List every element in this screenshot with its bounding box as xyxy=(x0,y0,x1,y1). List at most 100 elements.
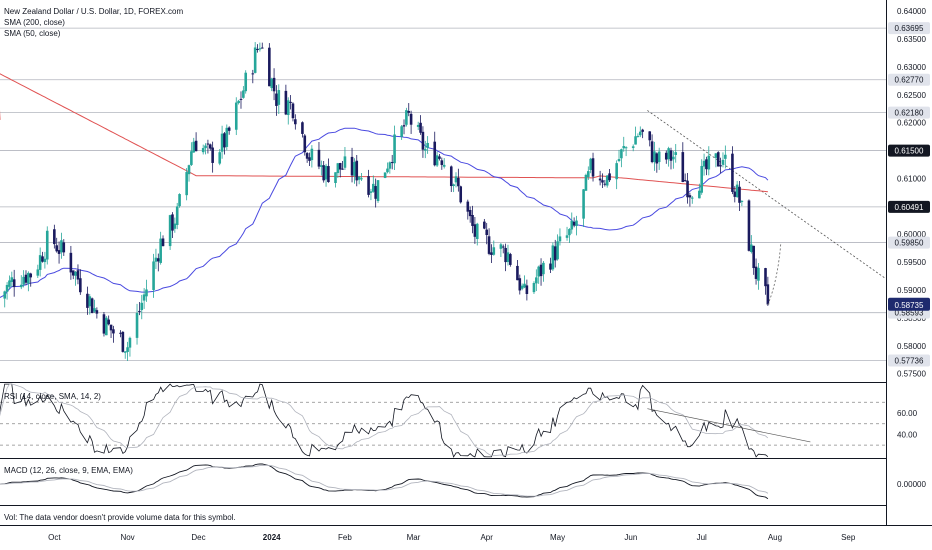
candle-body xyxy=(386,168,389,173)
candle-body xyxy=(270,78,274,89)
candle-body xyxy=(700,165,704,193)
candle-body xyxy=(608,173,611,181)
candle-body xyxy=(669,150,673,161)
time-axis-tick: Oct xyxy=(48,533,61,542)
candle-body xyxy=(454,176,458,183)
candle-body xyxy=(161,238,165,247)
candle-body xyxy=(53,229,56,245)
candle-body xyxy=(388,162,392,169)
candle-body xyxy=(152,261,155,290)
level-price-label: 0.62770 xyxy=(895,76,924,85)
candle-body xyxy=(473,224,477,237)
candle-body xyxy=(584,174,588,191)
candle-body xyxy=(485,229,489,236)
candle-body xyxy=(591,158,595,177)
candle-body xyxy=(102,314,106,334)
macd-line xyxy=(0,463,769,500)
candle-body xyxy=(698,190,701,199)
candle-body xyxy=(308,157,311,161)
candle-body xyxy=(156,258,160,262)
candle-body xyxy=(353,162,356,176)
rsi-legend: RSI (14, close, SMA, 14, 2) xyxy=(4,392,101,401)
candle-body xyxy=(705,159,708,170)
candle-body xyxy=(438,156,441,159)
candle-body xyxy=(617,159,621,161)
candle-body xyxy=(62,242,66,253)
candle-body xyxy=(12,279,16,287)
time-axis-tick: Apr xyxy=(480,533,493,542)
candle-body xyxy=(525,285,529,295)
candle-body xyxy=(112,329,115,334)
candle-body xyxy=(69,252,73,273)
candle-body xyxy=(733,191,737,197)
level-price-label-bg xyxy=(888,106,930,119)
candle-body xyxy=(301,122,304,134)
candle-body xyxy=(187,165,191,175)
rsi-line xyxy=(0,383,769,458)
volume-note: Vol: The data vendor doesn't provide vol… xyxy=(4,513,236,522)
current-price-label-bg xyxy=(888,297,930,311)
candle-body xyxy=(145,289,148,297)
candle-body xyxy=(244,72,248,92)
candle-body xyxy=(683,180,687,182)
candle-body xyxy=(123,351,127,353)
candle-body xyxy=(681,152,685,183)
candle-body xyxy=(641,129,644,132)
price-axis-tick: 0.59500 xyxy=(897,258,926,267)
candle-body xyxy=(738,186,741,203)
candle-body xyxy=(390,162,394,164)
candle-body xyxy=(171,214,174,231)
time-axis-tick: 2024 xyxy=(263,533,281,542)
candle-body xyxy=(367,176,370,195)
candle-body xyxy=(409,113,413,125)
candle-body xyxy=(251,73,255,75)
candle-body xyxy=(242,90,245,98)
candle-body xyxy=(490,252,493,255)
candle-body xyxy=(752,245,755,269)
level-price-label: 0.62180 xyxy=(895,109,924,118)
candle-body xyxy=(376,180,380,201)
candle-body xyxy=(558,236,562,242)
candle-body xyxy=(475,223,479,240)
candle-body xyxy=(277,90,281,105)
macd-legend: MACD (12, 26, close, 9, EMA, EMA) xyxy=(4,466,133,475)
candle-body xyxy=(343,156,347,168)
candle-body xyxy=(126,347,129,352)
candle-body xyxy=(121,331,125,352)
candle-body xyxy=(19,284,23,288)
candle-body xyxy=(190,151,193,165)
candle-body xyxy=(320,165,323,167)
candle-body xyxy=(551,245,555,270)
candle-body xyxy=(105,317,108,336)
price-axis-tick: 0.57500 xyxy=(897,370,926,379)
time-axis-tick: May xyxy=(550,533,565,542)
level-price-label: 0.59850 xyxy=(895,239,924,248)
candle-body xyxy=(218,152,222,164)
candle-body xyxy=(487,236,491,254)
candle-body xyxy=(707,155,711,170)
candle-body xyxy=(648,131,652,141)
candle-body xyxy=(598,178,602,181)
candle-body xyxy=(88,296,92,307)
candle-body xyxy=(504,247,507,263)
candle-body xyxy=(74,271,77,276)
candle-body xyxy=(29,273,33,278)
candle-body xyxy=(324,165,328,180)
candle-body xyxy=(435,155,439,166)
candle-body xyxy=(520,285,524,289)
candle-body xyxy=(537,266,540,277)
candle-body xyxy=(24,274,28,283)
candle-body xyxy=(492,247,496,255)
candle-body xyxy=(622,146,626,149)
candle-body xyxy=(407,111,411,113)
candle-body xyxy=(350,156,354,176)
candle-body xyxy=(747,200,751,251)
level-price-label: 0.61500 xyxy=(895,147,924,156)
candle-body xyxy=(393,134,396,164)
candle-body xyxy=(719,165,722,167)
time-axis-tick: Jun xyxy=(624,533,637,542)
candle-body xyxy=(400,126,403,137)
candle-body xyxy=(211,147,214,163)
candle-body xyxy=(5,284,9,292)
